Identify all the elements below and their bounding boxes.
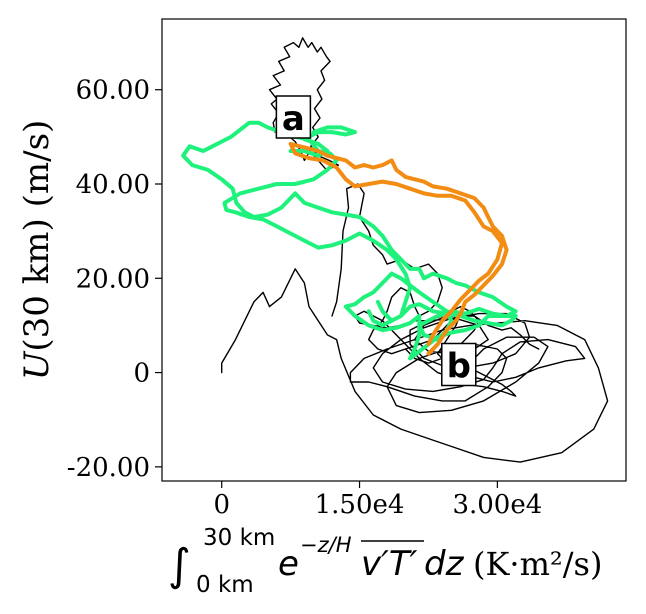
series-line-5 <box>288 125 357 158</box>
x-tick-label: 1.50e4 <box>315 490 405 520</box>
y-axis: -20.00 0 20.00 40.00 60.00 <box>67 76 162 483</box>
x-label-exponent: −z/H <box>300 533 352 557</box>
series-line-1 <box>221 268 609 463</box>
series-line-4 <box>181 120 518 361</box>
y-tick-label: -20.00 <box>67 453 150 483</box>
x-label-differential: dz <box>424 544 465 584</box>
annotation-label-b: b <box>447 347 471 387</box>
series-line-6 <box>288 141 509 356</box>
y-tick-label: 40.00 <box>76 170 150 200</box>
x-label-upper-limit: 30 km <box>203 525 275 551</box>
x-label-lower-limit: 0 km <box>196 572 254 598</box>
series-layer <box>181 37 609 463</box>
x-axis-label: ∫ 30 km 0 km e −z/H v′T′ dz (K·m²/s) <box>168 525 602 598</box>
x-tick-label: 0 <box>213 490 230 520</box>
x-label-integral: ∫ <box>168 540 191 591</box>
y-tick-label: 0 <box>133 359 150 389</box>
plot-frame <box>161 18 627 482</box>
x-label-integrand: e <box>278 544 299 584</box>
y-tick-label: 20.00 <box>76 264 150 294</box>
x-label-flux: v′T′ <box>361 544 418 584</box>
x-axis: 0 1.50e4 3.00e4 <box>213 481 542 520</box>
annotation-layer: ab <box>275 95 477 387</box>
y-axis-label: U(30 km) (m/s) <box>17 120 57 381</box>
x-label-units: (K·m²/s) <box>473 545 602 583</box>
y-tick-label: 60.00 <box>76 76 150 106</box>
annotation-label-a: a <box>282 99 305 139</box>
annotation-box-a <box>275 95 312 139</box>
x-tick-label: 3.00e4 <box>452 490 542 520</box>
annotation-box-b <box>441 342 477 387</box>
